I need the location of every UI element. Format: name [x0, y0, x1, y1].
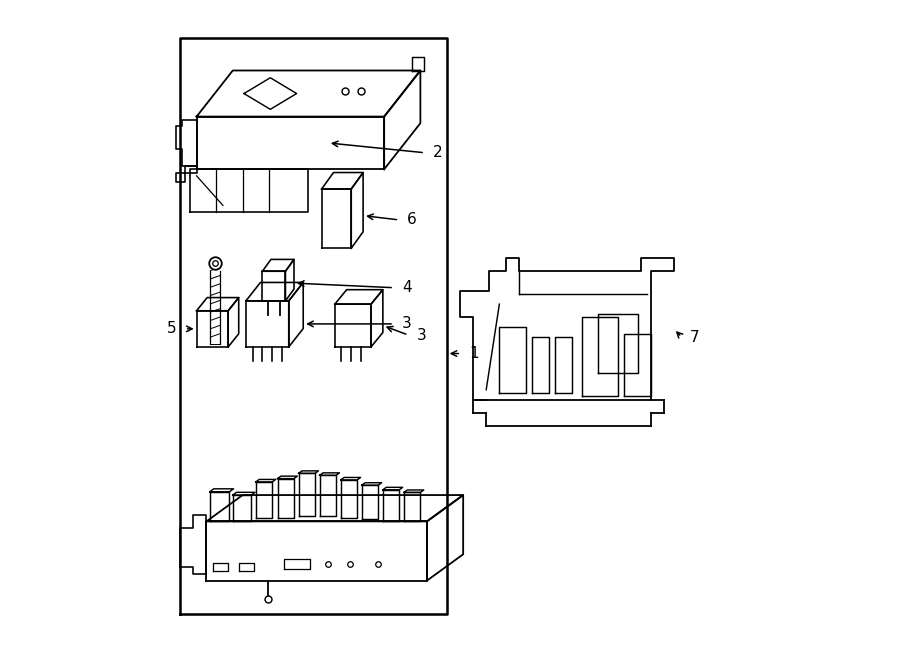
Polygon shape [190, 169, 309, 212]
Polygon shape [625, 334, 651, 397]
Polygon shape [246, 282, 303, 301]
Polygon shape [210, 489, 233, 492]
Polygon shape [263, 259, 294, 271]
Polygon shape [244, 78, 297, 109]
Polygon shape [239, 563, 254, 570]
Polygon shape [176, 166, 196, 182]
Polygon shape [206, 495, 464, 522]
Polygon shape [532, 337, 549, 393]
Polygon shape [320, 473, 339, 475]
Polygon shape [285, 259, 294, 301]
Polygon shape [320, 475, 336, 516]
Polygon shape [210, 492, 230, 522]
Text: 5: 5 [167, 321, 176, 336]
Polygon shape [256, 479, 275, 482]
Text: 1: 1 [469, 346, 479, 361]
Polygon shape [263, 271, 285, 301]
Polygon shape [233, 492, 255, 495]
Polygon shape [581, 317, 617, 397]
Polygon shape [196, 297, 238, 311]
Polygon shape [233, 495, 251, 522]
Text: 3: 3 [402, 317, 411, 331]
Polygon shape [404, 490, 424, 492]
Polygon shape [256, 482, 273, 518]
Polygon shape [335, 290, 382, 304]
Polygon shape [289, 282, 303, 347]
Polygon shape [196, 311, 229, 347]
Polygon shape [351, 173, 363, 249]
Polygon shape [555, 337, 572, 393]
Text: 7: 7 [689, 330, 699, 344]
Polygon shape [598, 314, 637, 373]
Polygon shape [371, 290, 382, 347]
Polygon shape [299, 471, 319, 473]
Polygon shape [412, 58, 424, 71]
Polygon shape [460, 258, 674, 400]
Polygon shape [213, 563, 228, 570]
Polygon shape [362, 483, 382, 485]
Polygon shape [335, 304, 371, 347]
Polygon shape [229, 297, 238, 347]
Polygon shape [284, 559, 310, 568]
Polygon shape [180, 38, 446, 613]
Polygon shape [299, 473, 315, 516]
Polygon shape [196, 71, 420, 116]
Polygon shape [277, 476, 297, 479]
Polygon shape [176, 120, 196, 166]
Polygon shape [404, 492, 420, 522]
Polygon shape [196, 116, 384, 169]
Polygon shape [246, 301, 289, 347]
Polygon shape [341, 477, 361, 480]
Polygon shape [341, 480, 357, 518]
Polygon shape [382, 490, 400, 522]
Polygon shape [500, 327, 526, 393]
Polygon shape [362, 485, 378, 520]
Text: 6: 6 [407, 212, 417, 227]
Polygon shape [206, 522, 427, 580]
Polygon shape [277, 479, 294, 518]
Polygon shape [384, 71, 420, 169]
Text: 3: 3 [417, 328, 427, 342]
Polygon shape [180, 515, 206, 574]
Polygon shape [321, 189, 351, 249]
Polygon shape [427, 495, 464, 580]
Text: 2: 2 [433, 145, 443, 160]
Polygon shape [382, 487, 402, 490]
Text: 4: 4 [402, 280, 411, 295]
Polygon shape [321, 173, 363, 189]
